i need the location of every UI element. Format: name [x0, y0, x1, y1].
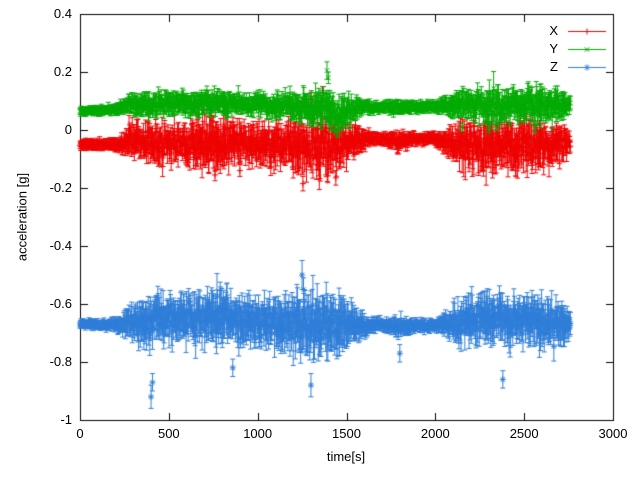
x-axis-label: time[s]: [326, 449, 366, 464]
x-tick-label: 1000: [243, 426, 273, 441]
legend-label-y: Y: [549, 41, 558, 56]
y-tick-label: 0: [64, 122, 72, 137]
legend-label-z: Z: [550, 59, 558, 74]
x-tick-label: 500: [157, 426, 180, 441]
y-tick-label: -0.6: [49, 296, 72, 311]
x-tick-label: 2000: [420, 426, 450, 441]
x-tick-label: 0: [76, 426, 84, 441]
y-tick-label: 0.4: [53, 6, 72, 21]
x-tick-label: 1500: [332, 426, 361, 441]
y-tick-label: 0.2: [53, 64, 72, 79]
y-tick-label: -0.8: [49, 354, 72, 369]
y-tick-label: -0.2: [49, 180, 72, 195]
y-tick-label: -1: [60, 412, 72, 427]
x-tick-label: 3000: [598, 426, 628, 441]
legend-label-x: X: [549, 23, 558, 38]
y-tick-label: -0.4: [49, 238, 72, 253]
x-tick-label: 2500: [509, 426, 539, 441]
